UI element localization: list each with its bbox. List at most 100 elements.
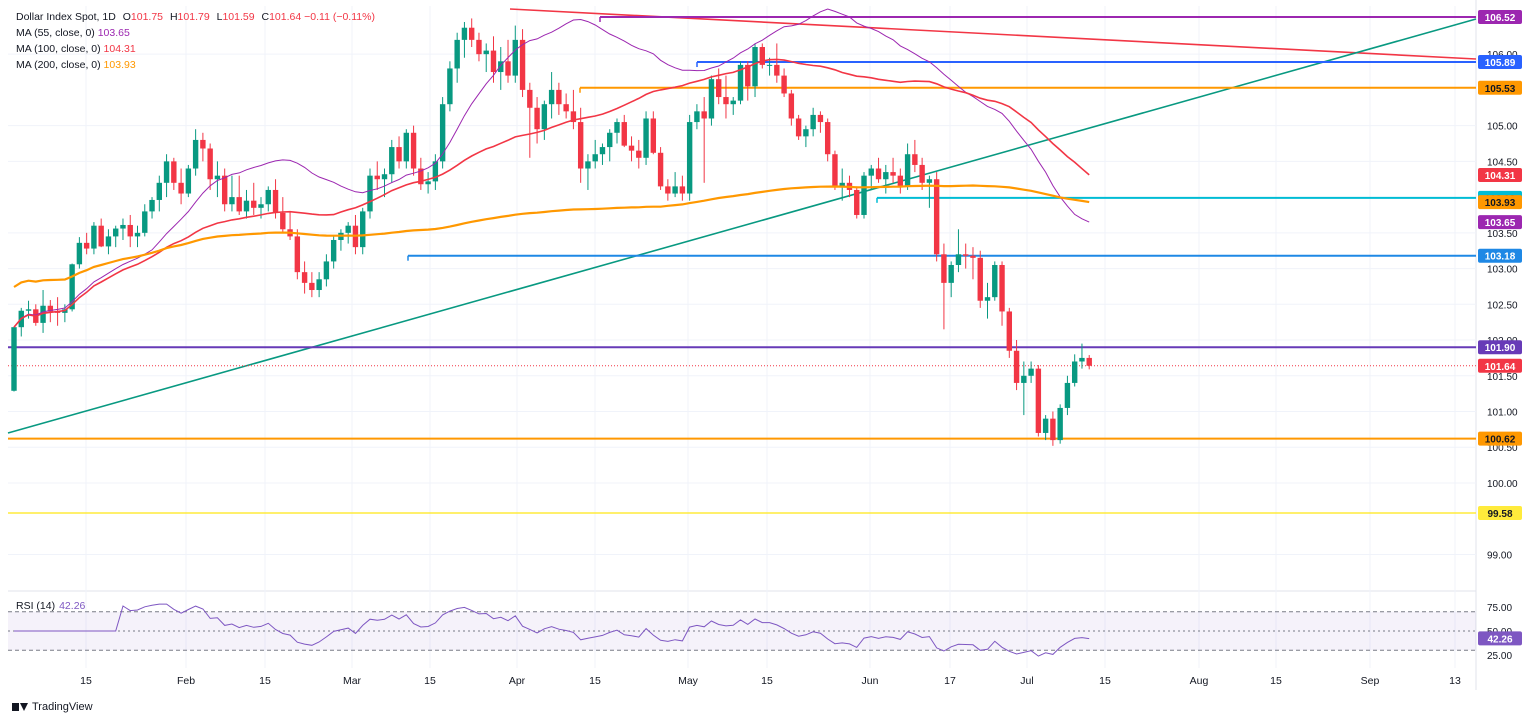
candle-body [810,114,816,130]
candle-body [403,132,410,162]
candle-body [330,239,337,262]
candle-body [418,168,424,185]
ma200-label: MA (200, close, 0) [16,59,101,71]
candle-body [730,100,736,105]
candle-body [999,265,1005,312]
candle-body [381,174,388,180]
high-value: 101.79 [177,11,210,23]
candle-body [912,154,918,165]
tradingview-logo-icon [12,702,28,712]
x-tick-label: 15 [589,675,601,687]
rsi-band [8,611,1476,651]
candle-body [309,282,315,291]
candle-body [716,79,722,98]
candle-body [984,297,991,301]
ma200-row: MA (200, close, 0) 103.93 [16,57,375,73]
ma100-label: MA (100, close, 0) [16,43,101,55]
candle-body [1021,375,1027,383]
candle-body [461,27,468,40]
candle-body [534,107,540,130]
candle-body [592,154,598,162]
candle-body [832,154,838,187]
candle-body [701,111,707,119]
price-tag-label: 100.62 [1485,435,1516,446]
price-tag [1478,167,1522,182]
candle-body [527,89,533,108]
candle-body [1028,368,1034,376]
candle-body [839,182,845,187]
candle-body [229,197,235,205]
y-tick-label: 104.50 [1487,157,1518,168]
candle-body [192,139,199,169]
candle-body [636,150,642,158]
candle-body [519,39,526,90]
chart-legend: Dollar Index Spot, 1D O101.75 H101.79 L1… [16,9,375,73]
candle-body [134,232,141,237]
candle-body [120,224,126,229]
candle-body [599,147,606,155]
rsi-line [14,603,1090,657]
price-tag-label: 99.58 [1487,509,1512,520]
low-label: L [216,11,223,23]
y-axis: 99.00100.00100.50101.00101.50102.00102.5… [8,50,1518,561]
ma100-value: 104.31 [103,43,136,55]
candle-body [1079,357,1085,362]
candle-body [483,50,489,55]
candle-body [40,305,46,323]
candle-body [1071,361,1078,383]
candle-body [577,122,584,169]
candle-body [149,199,155,212]
rsi-price-tag [1478,631,1522,646]
candle-body [258,204,264,208]
candle-body [98,225,104,247]
candle-body [374,175,380,180]
candle-body [977,257,983,301]
rsi-price-tag-label: 42.26 [1487,634,1512,645]
close-value: 101.64 [269,11,302,23]
rsi-tick-label: 25.00 [1487,651,1512,662]
rsi-label: RSI (14) [16,600,56,612]
x-tick-label: 15 [1099,675,1111,687]
candle-body [628,145,635,151]
candle-body [672,186,678,194]
candle-body [1086,357,1092,366]
candle-body [47,305,54,312]
open-label: O [122,11,131,23]
x-tick-label: 13 [1449,675,1461,687]
price-tag-label: 103.65 [1485,218,1516,229]
ma55-row: MA (55, close, 0) 103.65 [16,25,375,41]
brand-label: TradingView [32,701,93,713]
candle-body [207,148,213,180]
x-tick-label: 17 [944,675,956,687]
y-tick-label: 99.00 [1487,550,1512,561]
candle-body [243,200,250,212]
x-tick-label: 15 [424,675,436,687]
candle-body [1042,418,1049,433]
candle-body [512,39,518,76]
candle-body [214,175,221,180]
candle-body [650,118,657,153]
candle-body [868,168,874,176]
y-tick-label: 101.00 [1487,408,1518,419]
price-tag-label: 105.53 [1485,84,1516,95]
candle-body [745,64,751,87]
x-tick-label: 15 [761,675,773,687]
candle-body [360,211,366,248]
candle-body [614,122,620,133]
candle-body [904,154,911,187]
candle-body [323,261,330,280]
price-tag [1478,248,1522,263]
rsi-value: 42.26 [59,600,86,612]
candle-body [389,147,395,175]
x-tick-label: Sep [1361,675,1380,687]
ma55-label: MA (55, close, 0) [16,27,95,39]
y-tick-label: 100.00 [1487,479,1518,490]
price-tag-label: 105.89 [1485,58,1516,69]
candle-body [548,89,555,105]
price-tag [1478,10,1522,24]
footer-brand[interactable]: TradingView [12,701,93,713]
candle-body [563,104,569,112]
